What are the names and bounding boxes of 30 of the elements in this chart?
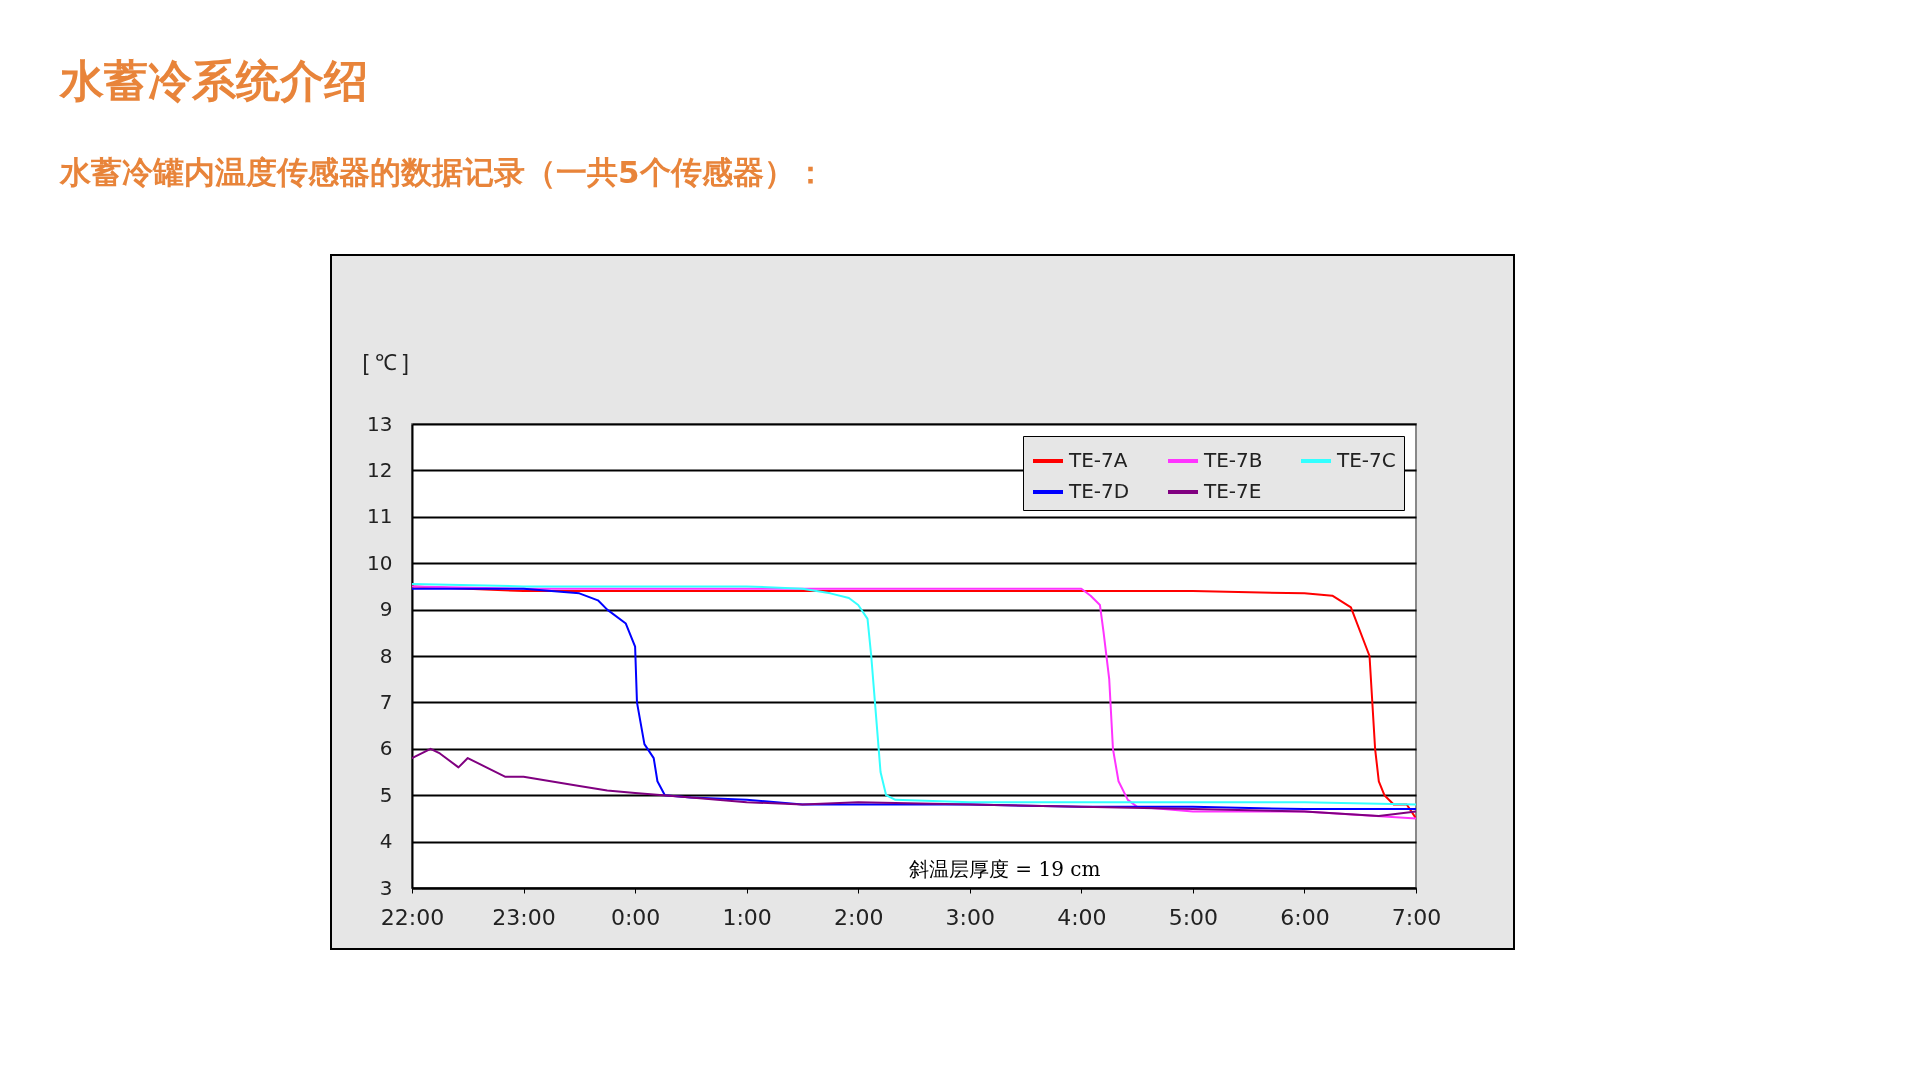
y-tick-label: 6 xyxy=(379,736,393,761)
x-tick-label: 6:00 xyxy=(1280,904,1330,930)
y-tick-label: 10 xyxy=(367,550,393,575)
x-tick-label: 23:00 xyxy=(492,904,556,930)
y-tick-label: 8 xyxy=(379,643,393,668)
y-tick-label: 7 xyxy=(379,689,393,714)
x-tick-label: 2:00 xyxy=(834,904,884,930)
annotation: 斜温层厚度 = 19 cm xyxy=(909,857,1101,881)
x-tick-label: 4:00 xyxy=(1057,904,1107,930)
chart-title: 水蓄冷系统介绍 xyxy=(60,54,368,108)
x-tick-label: 5:00 xyxy=(1168,904,1219,930)
y-tick-label: 3 xyxy=(379,875,393,900)
y-axis-title: [ ℃ ] xyxy=(362,349,409,375)
x-tick-label: 0:00 xyxy=(610,904,661,930)
x-tick-label: 1:00 xyxy=(722,904,772,930)
x-tick-label: 22:00 xyxy=(380,904,445,930)
y-tick-label: 4 xyxy=(379,829,393,854)
y-tick-label: 11 xyxy=(367,504,393,529)
y-tick-label: 5 xyxy=(379,782,393,807)
y-tick-label: 13 xyxy=(367,411,393,436)
legend-label: TE-7E xyxy=(1203,479,1262,503)
x-tick-label: 7:00 xyxy=(1391,904,1442,930)
x-tick-label: 3:00 xyxy=(945,904,995,930)
legend-label: TE-7B xyxy=(1203,448,1263,472)
y-tick-label: 12 xyxy=(367,457,393,482)
legend-label: TE-7D xyxy=(1068,479,1130,503)
legend-label: TE-7A xyxy=(1068,448,1128,472)
legend-label: TE-7C xyxy=(1336,448,1396,472)
chart-subtitle: 水蓄冷罐内温度传感器的数据记录（一共5个传感器）： xyxy=(60,153,826,192)
y-tick-label: 9 xyxy=(379,597,393,622)
